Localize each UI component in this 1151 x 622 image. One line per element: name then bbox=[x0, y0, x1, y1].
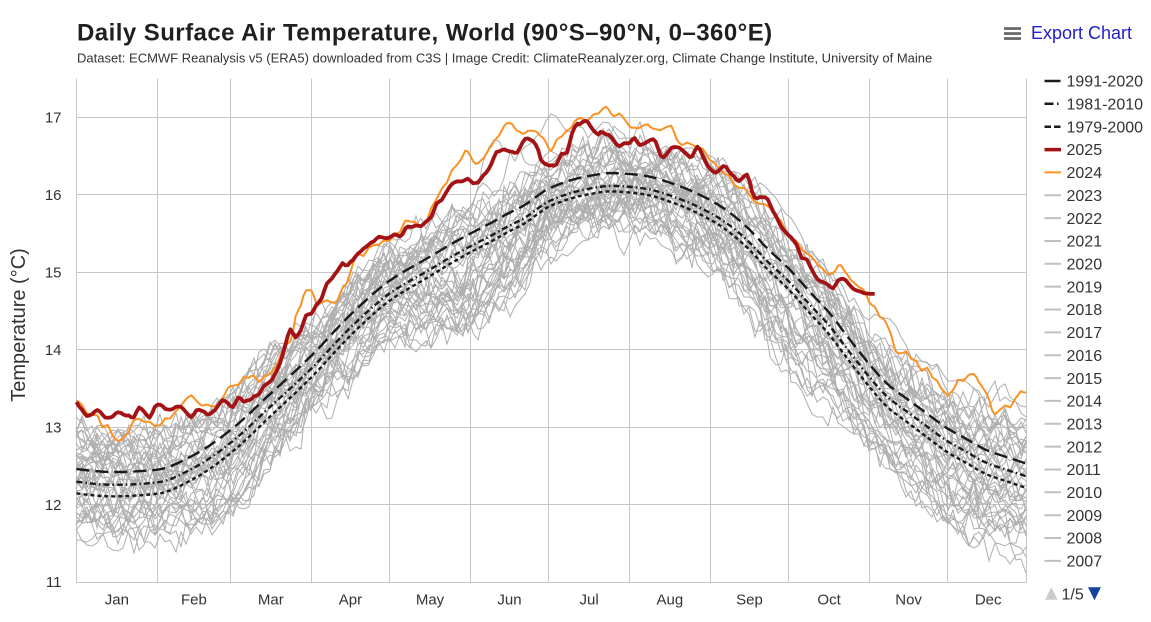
svg-text:2021: 2021 bbox=[1067, 234, 1103, 251]
svg-text:Jan: Jan bbox=[105, 592, 129, 609]
svg-text:1991-2020: 1991-2020 bbox=[1067, 74, 1144, 91]
svg-text:14: 14 bbox=[45, 342, 62, 359]
svg-text:2020: 2020 bbox=[1067, 257, 1103, 274]
svg-text:2019: 2019 bbox=[1067, 279, 1103, 296]
svg-text:Sep: Sep bbox=[736, 592, 763, 609]
svg-text:Oct: Oct bbox=[817, 592, 841, 609]
svg-text:2014: 2014 bbox=[1067, 394, 1103, 411]
svg-text:2023: 2023 bbox=[1067, 188, 1103, 205]
svg-text:Temperature (°C): Temperature (°C) bbox=[8, 248, 30, 402]
svg-text:1/5: 1/5 bbox=[1062, 587, 1084, 604]
svg-text:15: 15 bbox=[45, 264, 62, 281]
svg-text:2022: 2022 bbox=[1067, 211, 1103, 228]
svg-text:Mar: Mar bbox=[258, 592, 284, 609]
svg-text:2017: 2017 bbox=[1067, 325, 1103, 342]
svg-text:2024: 2024 bbox=[1067, 165, 1103, 182]
svg-text:May: May bbox=[416, 592, 445, 609]
svg-text:Daily Surface Air Temperature,: Daily Surface Air Temperature, World (90… bbox=[77, 20, 773, 47]
svg-text:Dec: Dec bbox=[975, 592, 1002, 609]
svg-text:2012: 2012 bbox=[1067, 439, 1103, 456]
svg-text:2013: 2013 bbox=[1067, 416, 1103, 433]
svg-text:Nov: Nov bbox=[895, 592, 922, 609]
svg-text:2018: 2018 bbox=[1067, 302, 1103, 319]
svg-text:16: 16 bbox=[45, 187, 62, 204]
svg-text:Dataset: ECMWF Reanalysis v5 (: Dataset: ECMWF Reanalysis v5 (ERA5) down… bbox=[77, 51, 932, 66]
svg-text:12: 12 bbox=[45, 497, 62, 514]
svg-text:2011: 2011 bbox=[1067, 462, 1102, 479]
svg-text:Apr: Apr bbox=[339, 592, 362, 609]
svg-text:Feb: Feb bbox=[181, 592, 207, 609]
svg-text:2015: 2015 bbox=[1067, 371, 1103, 388]
svg-text:11: 11 bbox=[46, 574, 62, 591]
svg-text:Jun: Jun bbox=[497, 592, 521, 609]
svg-text:2010: 2010 bbox=[1067, 485, 1103, 502]
svg-text:2009: 2009 bbox=[1067, 508, 1103, 525]
svg-text:Export Chart: Export Chart bbox=[1031, 23, 1132, 43]
svg-text:17: 17 bbox=[45, 110, 62, 127]
svg-text:2025: 2025 bbox=[1067, 142, 1103, 159]
svg-text:2007: 2007 bbox=[1067, 554, 1103, 571]
svg-text:13: 13 bbox=[45, 419, 62, 436]
svg-text:Jul: Jul bbox=[580, 592, 599, 609]
svg-text:1981-2010: 1981-2010 bbox=[1067, 97, 1144, 114]
svg-text:1979-2000: 1979-2000 bbox=[1067, 119, 1144, 136]
svg-text:2008: 2008 bbox=[1067, 531, 1103, 548]
svg-text:2016: 2016 bbox=[1067, 348, 1103, 365]
svg-text:Aug: Aug bbox=[657, 592, 684, 609]
